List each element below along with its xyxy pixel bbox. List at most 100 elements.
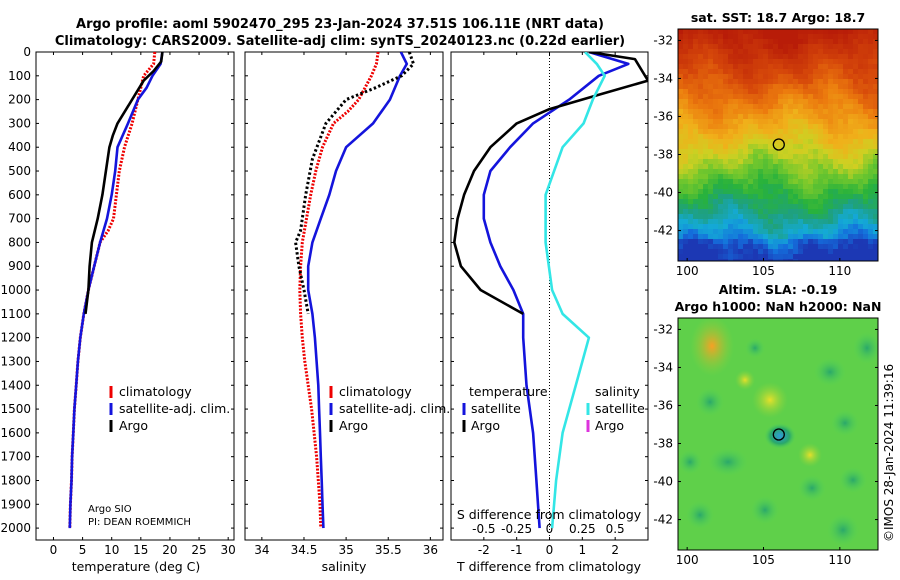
sst-cell (843, 119, 849, 125)
sst-cell (703, 119, 709, 125)
sst-cell (808, 204, 814, 210)
sst-cell (763, 74, 769, 80)
sst-cell (863, 44, 869, 50)
sst-cell (693, 249, 699, 255)
sst-cell (698, 139, 704, 145)
sst-cell (758, 84, 764, 90)
sst-cell (828, 184, 834, 190)
sst-cell (708, 104, 714, 110)
sst-cell (783, 169, 789, 175)
sst-cell (768, 54, 774, 60)
salinity-legend: climatology satellite-adj. clim. Argo (329, 384, 450, 433)
sst-cell (703, 74, 709, 80)
sst-cell (783, 224, 789, 230)
sst-cell (738, 259, 744, 261)
sst-cell (838, 184, 844, 190)
sst-cell (783, 139, 789, 145)
sst-cell (838, 159, 844, 165)
sst-cell (853, 254, 859, 260)
sst-cell (818, 254, 824, 260)
depth-tick-label: 200 (8, 93, 31, 107)
sst-cell (838, 84, 844, 90)
sst-cell (728, 79, 734, 85)
sst-cell (768, 44, 774, 50)
sst-cell (843, 139, 849, 145)
sst-cell (798, 204, 804, 210)
sst-cell (763, 39, 769, 45)
sst-cell (748, 149, 754, 155)
sst-cell (748, 144, 754, 150)
sst-cell (688, 114, 694, 120)
sst-cell (853, 129, 859, 135)
sst-cell (763, 49, 769, 55)
sst-cell (828, 194, 834, 200)
sst-cell (858, 224, 864, 230)
sst-cell (743, 64, 749, 70)
sst-cell (758, 249, 764, 255)
sst-cell (873, 209, 878, 215)
sst-cell (803, 189, 809, 195)
sst-cell (698, 59, 704, 65)
sst-cell (723, 29, 729, 35)
sst-cell (733, 214, 739, 220)
sst-cell (833, 114, 839, 120)
sst-cell (793, 54, 799, 60)
x-tick-label: 34.5 (291, 543, 318, 557)
sst-cell (808, 229, 814, 235)
sst-cell (803, 159, 809, 165)
sst-cell (788, 134, 794, 140)
sst-cell (698, 29, 704, 35)
x-tick-label: 15 (133, 543, 148, 557)
sst-cell (778, 84, 784, 90)
sst-cell (743, 84, 749, 90)
sst-cell (868, 179, 874, 185)
sst-cell (753, 99, 759, 105)
sst-cell (863, 174, 869, 180)
sst-cell (768, 69, 774, 75)
sst-cell (763, 154, 769, 160)
sst-cell (798, 54, 804, 60)
sst-cell (833, 209, 839, 215)
sst-cell (793, 134, 799, 140)
sst-cell (863, 234, 869, 240)
sst-cell (868, 119, 874, 125)
sst-cell (778, 194, 784, 200)
sst-cell (728, 99, 734, 105)
sst-cell (813, 229, 819, 235)
sst-cell (683, 219, 689, 225)
sst-cell (688, 254, 694, 260)
sst-cell (688, 139, 694, 145)
depth-tick-label: 700 (8, 212, 31, 226)
sst-cell (798, 219, 804, 225)
sst-cell (738, 49, 744, 55)
sst-cell (678, 159, 684, 165)
sst-cell (713, 54, 719, 60)
sst-cell (783, 214, 789, 220)
sst-cell (718, 199, 724, 205)
sst-cell (848, 214, 854, 220)
sst-cell (858, 54, 864, 60)
sst-cell (823, 239, 829, 245)
sst-cell (863, 169, 869, 175)
sst-cell (838, 144, 844, 150)
sst-cell (853, 224, 859, 230)
sst-cell (818, 129, 824, 135)
sst-cell (778, 234, 784, 240)
sst-cell (773, 99, 779, 105)
sst-cell (708, 49, 714, 55)
sst-cell (703, 129, 709, 135)
sst-cell (848, 29, 854, 35)
sst-cell (748, 254, 754, 260)
sst-cell (723, 129, 729, 135)
sst-cell (853, 84, 859, 90)
sst-cell (758, 254, 764, 260)
sst-cell (703, 174, 709, 180)
sst-cell (718, 184, 724, 190)
difference-lines (452, 52, 648, 529)
sst-cell (748, 39, 754, 45)
lat-tick-label: -36 (653, 398, 673, 412)
legend-label-argo: Argo (339, 418, 368, 433)
sst-cell (858, 214, 864, 220)
sst-cell (763, 79, 769, 85)
sst-cell (738, 34, 744, 40)
